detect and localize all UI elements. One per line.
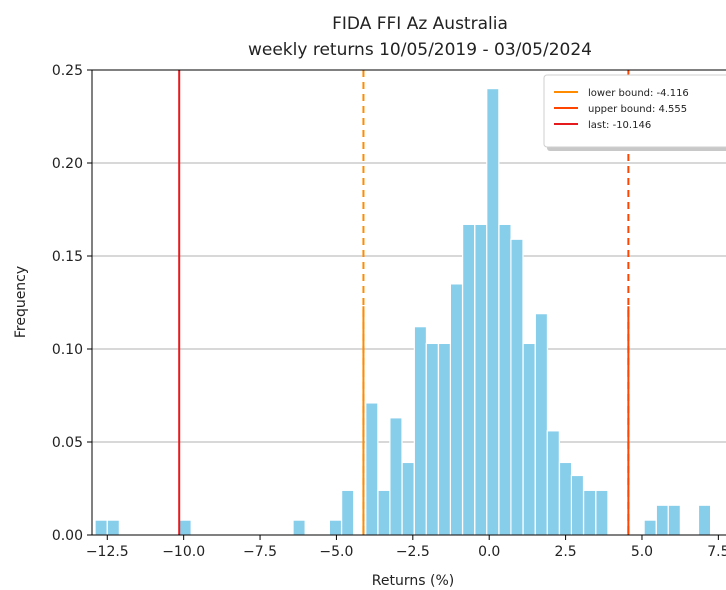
histogram-bar-29	[697, 504, 712, 536]
histogram-bar-10	[413, 326, 428, 536]
histogram-bar-8	[389, 417, 403, 536]
histogram-bar-24	[583, 489, 597, 536]
x-axis-label: Returns (%)	[372, 573, 454, 589]
histogram-bar-1	[94, 519, 108, 536]
histogram-bar-11	[425, 342, 439, 536]
histogram-bar-23	[570, 474, 585, 536]
histogram-bar-18	[510, 238, 524, 536]
histogram-bar-19	[522, 342, 536, 536]
y-tick-label-0: 0.00	[52, 528, 83, 544]
legend-label-0: lower bound: -4.116	[588, 88, 689, 99]
legend: lower bound: -4.116 upper bound: 4.555 las…	[543, 74, 726, 151]
histogram-bar-0	[106, 519, 120, 536]
histogram-bar-9	[401, 461, 415, 536]
histogram-bar-20	[534, 313, 549, 536]
x-tick-label-2: −7.5	[243, 544, 277, 560]
chart-title: FIDA FFI Az Australia	[332, 14, 508, 34]
histogram-bar-21	[546, 430, 560, 536]
x-tick-label-4: −2.5	[396, 544, 430, 560]
x-tick-label-8: 7.5	[707, 544, 726, 560]
y-tick-label-3: 0.15	[52, 249, 83, 265]
x-tick-label-3: −5.0	[319, 544, 353, 560]
legend-label-2: last: -10.146	[588, 120, 651, 131]
y-tick-label-4: 0.20	[52, 156, 83, 172]
histogram-bar-22	[558, 461, 573, 536]
x-tick-label-5: 0.0	[478, 544, 500, 560]
x-tick-label-1: −10.0	[162, 544, 205, 560]
x-axis-ticks: −12.5 −10.0 −7.5 −5.0 −2.5 0.0 2.5 5.0 7.5	[86, 535, 726, 560]
y-axis-ticks: 0.00 0.05 0.10 0.15 0.20 0.25	[52, 63, 92, 544]
histogram-bar-12	[437, 342, 452, 536]
histogram-bar-2	[178, 519, 192, 536]
y-tick-label-1: 0.05	[52, 435, 83, 451]
chart-subtitle: weekly returns 10/05/2019 - 03/05/2024	[248, 40, 592, 60]
histogram-bar-25	[595, 489, 609, 536]
y-tick-label-2: 0.10	[52, 342, 83, 358]
histogram-bar-17	[498, 223, 512, 536]
histogram-bar-16	[486, 87, 500, 536]
histogram-bar-7	[377, 489, 391, 536]
histogram-bar-15	[474, 223, 488, 536]
x-tick-label-6: 2.5	[554, 544, 576, 560]
histogram-bar-27	[655, 504, 670, 536]
histogram-bar-13	[449, 283, 464, 536]
histogram-bar-5	[341, 489, 355, 536]
y-axis-label: Frequency	[13, 266, 29, 338]
histogram-bar-28	[667, 504, 681, 536]
axes	[91, 69, 726, 536]
histogram-bar-4	[328, 519, 343, 536]
histogram-bar-14	[462, 223, 476, 536]
reference-lines	[178, 70, 630, 535]
legend-label-1: upper bound: 4.555	[588, 104, 687, 115]
histogram-bar-3	[292, 519, 306, 536]
legend-box	[543, 74, 726, 148]
x-tick-label-7: 5.0	[631, 544, 653, 560]
histogram-bar-6	[365, 402, 379, 536]
x-tick-label-0: −12.5	[86, 544, 129, 560]
histogram-bars	[94, 87, 712, 536]
histogram-bar-26	[643, 519, 657, 536]
y-tick-label-5: 0.25	[52, 63, 83, 79]
